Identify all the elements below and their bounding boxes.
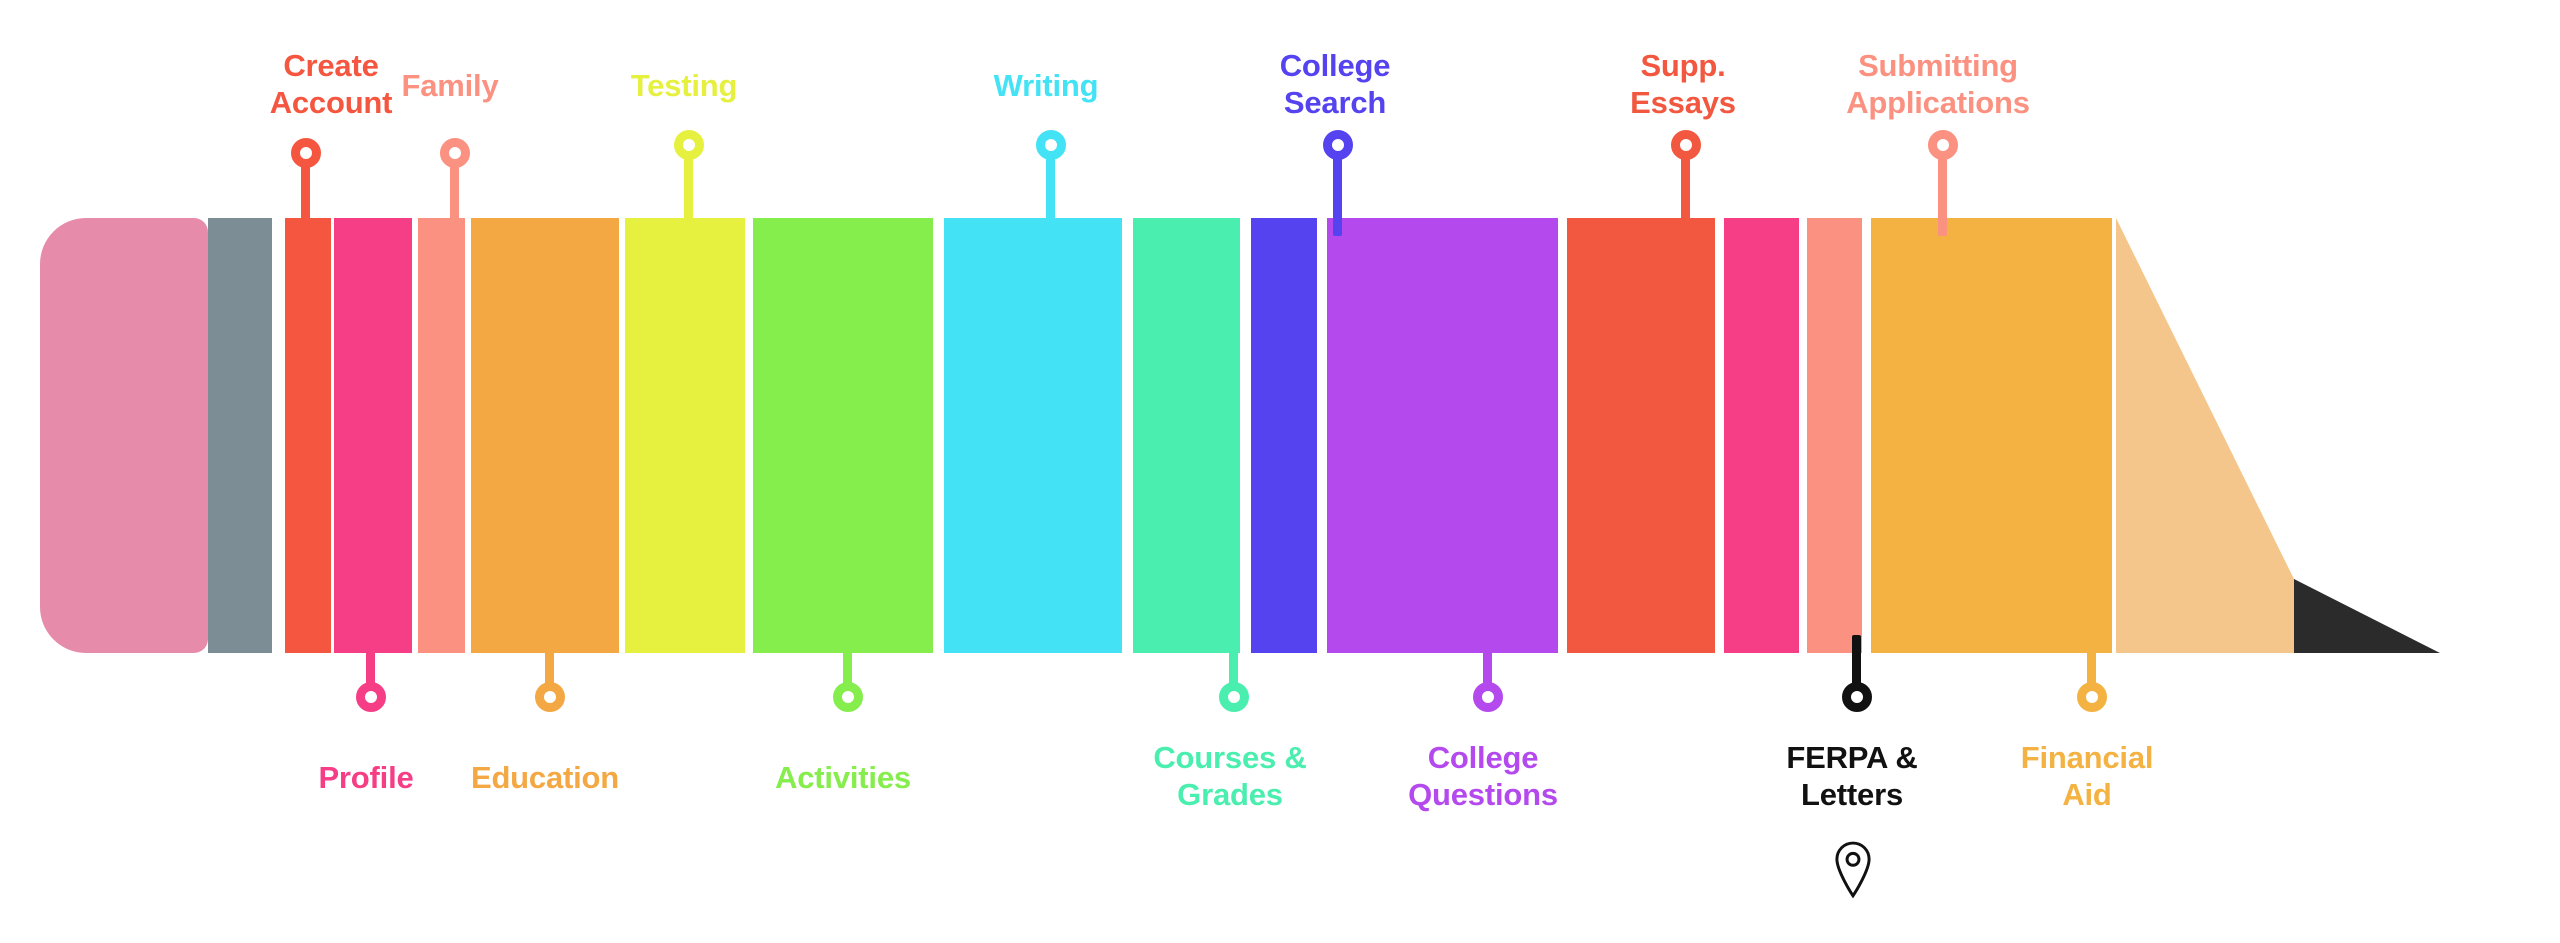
connector-knob (1322, 130, 1353, 160)
pencil-segment-profile[interactable] (334, 218, 412, 653)
connector-knob (1670, 130, 1701, 160)
connector-knob (290, 138, 321, 168)
pencil-eraser (40, 218, 208, 653)
connector-stem (1681, 152, 1690, 236)
connector-knob (2076, 682, 2107, 712)
connector-stem (1333, 152, 1342, 236)
pencil-wood-cone (2116, 218, 2294, 653)
connector-stem (684, 152, 693, 236)
connector-knob (534, 682, 565, 712)
pencil-segment-financial-aid[interactable] (1871, 218, 2112, 653)
milestone-label: College Search (1279, 48, 1391, 120)
pencil-segment-submitting-applications[interactable] (1807, 218, 1862, 653)
pencil-segment-education[interactable] (471, 218, 619, 653)
milestone-label: Financial Aid (2020, 740, 2154, 812)
pencil-segment-writing[interactable] (944, 218, 1122, 653)
milestone-label: Supp. Essays (1630, 48, 1736, 120)
pencil-graphite-tip (2294, 579, 2440, 653)
connector-knob (1841, 682, 1872, 712)
milestone-label: Writing (993, 68, 1099, 103)
connector-knob (1218, 682, 1249, 712)
milestone-label: FERPA & Letters (1786, 740, 1918, 812)
pencil-segment-supp-essays[interactable] (1567, 218, 1715, 653)
connector-stem (366, 635, 375, 690)
connector-stem (545, 635, 554, 690)
connector-knob (1927, 130, 1958, 160)
connector-knob (673, 130, 704, 160)
connector-stem (1229, 635, 1238, 690)
connector-stem (1483, 635, 1492, 690)
milestone-label: Testing (630, 68, 738, 103)
connector-stem (2087, 635, 2096, 690)
pencil-segment-ferpa-letters[interactable] (1724, 218, 1799, 653)
pencil-segment-college-questions[interactable] (1327, 218, 1558, 653)
location-pin-icon (1832, 840, 1874, 905)
connector-knob (1472, 682, 1503, 712)
connector-stem (843, 635, 852, 690)
pencil-segment-activities[interactable] (753, 218, 933, 653)
connector-knob (832, 682, 863, 712)
connector-stem (1852, 635, 1861, 690)
pencil-segment-family[interactable] (418, 218, 465, 653)
milestone-label: College Questions (1408, 740, 1558, 812)
pencil-segment-college-search[interactable] (1251, 218, 1317, 653)
pencil-segment-courses-grades[interactable] (1133, 218, 1240, 653)
connector-stem (450, 160, 459, 236)
milestone-label: Profile (318, 760, 414, 795)
connector-knob (439, 138, 470, 168)
connector-knob (1035, 130, 1066, 160)
pencil-metal-ferrule (208, 218, 272, 653)
milestone-label: Family (401, 68, 499, 103)
milestone-label: Submitting Applications (1846, 48, 2030, 120)
milestone-label: Activities (775, 760, 911, 795)
milestone-label: Create Account (269, 48, 393, 120)
connector-stem (1938, 152, 1947, 236)
pencil-segment-testing[interactable] (625, 218, 745, 653)
milestone-label: Courses & Grades (1153, 740, 1307, 812)
connector-stem (301, 160, 310, 236)
milestone-label: Education (470, 760, 620, 795)
connector-knob (355, 682, 386, 712)
connector-stem (1046, 152, 1055, 236)
pencil-segment-create-account[interactable] (285, 218, 331, 653)
